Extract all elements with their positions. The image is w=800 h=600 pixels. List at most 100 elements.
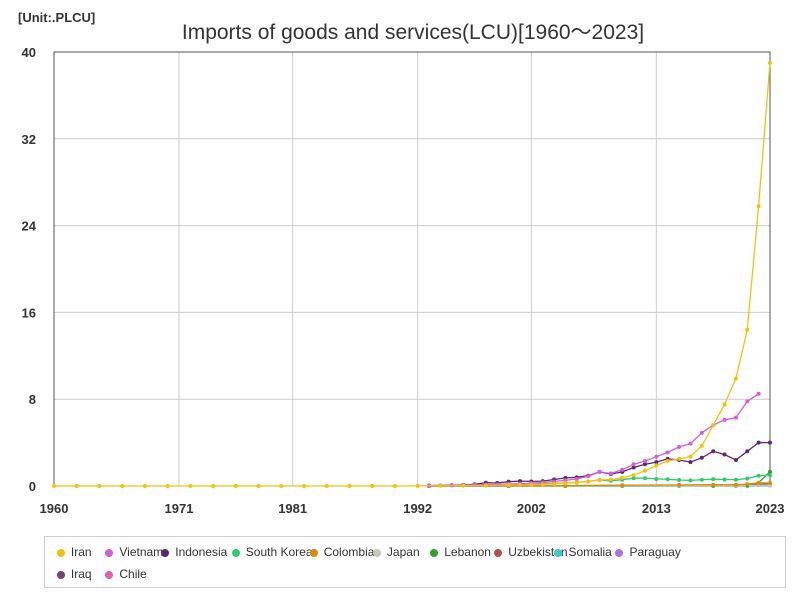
data-point — [768, 60, 772, 65]
legend-color-dot — [105, 548, 114, 557]
data-point — [699, 455, 704, 460]
legend-label: Iran — [70, 545, 92, 559]
legend-label: Chile — [119, 567, 147, 581]
data-point — [677, 478, 682, 483]
data-point — [74, 484, 79, 488]
data-point — [699, 430, 704, 435]
data-point — [506, 483, 511, 488]
data-point — [665, 477, 670, 482]
data-point — [347, 484, 352, 488]
legend-label: Colombia — [323, 545, 375, 559]
tick-labels: 0 8 16 24 32 40 1960 1971 1981 1992 2002 2013 2023 — [22, 45, 785, 516]
data-point — [438, 483, 443, 488]
data-point — [552, 481, 557, 486]
data-point — [711, 449, 716, 454]
series-layer — [52, 60, 772, 488]
legend: Iran Vietnam Indonesia South Korea Colombia J… — [44, 536, 786, 588]
chart-title: Imports of goods and services(LCU)[1960～… — [181, 21, 645, 44]
data-point — [756, 480, 761, 485]
data-point — [461, 483, 466, 488]
legend-item: Paraguay — [615, 545, 681, 559]
legend-item: Indonesia — [161, 545, 227, 559]
legend-color-dot — [231, 548, 240, 557]
data-point — [699, 443, 704, 448]
plot-frame — [53, 51, 771, 487]
y-tick-label: 8 — [29, 392, 36, 407]
data-point — [563, 480, 568, 485]
data-point — [517, 482, 522, 487]
data-point — [768, 473, 772, 478]
data-point — [188, 484, 193, 488]
data-point — [324, 484, 329, 488]
legend-label: Indonesia — [175, 545, 228, 559]
legend-item: Uzbekistan — [494, 545, 568, 559]
data-point — [654, 454, 659, 459]
legend-item: Somalia — [554, 545, 612, 559]
data-point — [415, 483, 420, 488]
data-point — [745, 399, 750, 404]
data-point — [654, 476, 659, 481]
data-point — [733, 477, 738, 482]
data-point — [733, 482, 738, 487]
legend-item: Chile — [105, 567, 147, 581]
data-point — [688, 478, 693, 483]
data-point — [768, 469, 772, 474]
x-tick-label: 1971 — [165, 501, 194, 516]
data-point — [756, 473, 761, 478]
x-tick-label: 1981 — [278, 501, 307, 516]
legend-label: Uzbekistan — [508, 545, 568, 559]
data-point — [620, 475, 625, 480]
data-point — [745, 327, 750, 332]
data-point — [631, 465, 636, 470]
data-point — [631, 476, 636, 481]
legend-item: Colombia — [309, 545, 375, 559]
data-point — [688, 460, 693, 465]
data-point — [211, 484, 216, 488]
data-point — [677, 444, 682, 449]
data-point — [688, 441, 693, 446]
data-point — [745, 482, 750, 487]
data-point — [574, 476, 579, 481]
data-point — [620, 483, 625, 488]
legend-item: Iraq — [56, 567, 92, 581]
data-point — [722, 417, 727, 422]
legend-item: Lebanon — [430, 545, 491, 559]
legend-label: Iraq — [70, 567, 92, 581]
data-point — [711, 477, 716, 482]
data-point — [370, 484, 375, 488]
legend-item: Vietnam — [105, 545, 163, 559]
data-point — [574, 480, 579, 485]
data-point — [631, 462, 636, 467]
data-point — [768, 480, 772, 485]
legend-label: Paraguay — [629, 545, 681, 559]
axes — [53, 51, 771, 487]
data-point — [97, 484, 102, 488]
data-point — [756, 204, 761, 209]
y-tick-label: 40 — [22, 45, 36, 60]
legend-color-dot — [372, 548, 381, 557]
data-point — [642, 462, 647, 467]
y-tick-label: 0 — [29, 479, 36, 494]
data-point — [756, 391, 761, 396]
legend-color-dot — [105, 570, 114, 579]
data-point — [608, 477, 613, 482]
y-tick-label: 32 — [22, 132, 36, 147]
data-point — [642, 468, 647, 473]
data-point — [642, 459, 647, 464]
x-tick-label: 1992 — [403, 501, 432, 516]
data-point — [665, 450, 670, 455]
data-point — [483, 483, 488, 488]
y-tick-label: 16 — [22, 305, 36, 320]
series-line — [428, 393, 759, 487]
legend-item: Iran — [56, 545, 92, 559]
data-point — [142, 484, 147, 488]
data-point — [597, 469, 602, 474]
data-point — [302, 484, 307, 488]
data-point — [586, 479, 591, 484]
legend-item: South Korea — [231, 545, 313, 559]
data-point — [745, 449, 750, 454]
series-line — [428, 482, 771, 487]
legend-label: Vietnam — [119, 545, 164, 559]
data-point — [597, 478, 602, 483]
